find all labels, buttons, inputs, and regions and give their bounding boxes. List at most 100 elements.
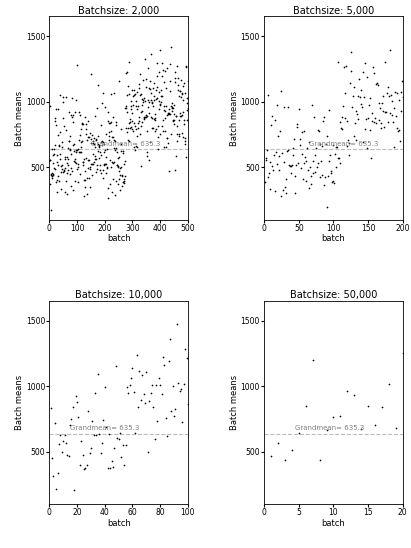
Point [320, 117, 326, 125]
Point [114, 147, 120, 156]
Point [81, 167, 88, 175]
Point [114, 154, 121, 163]
Point [95, 132, 101, 141]
Point [94, 146, 101, 155]
Y-axis label: Batch means: Batch means [15, 90, 24, 146]
Point [86, 449, 93, 458]
Point [70, 140, 76, 149]
Point [141, 113, 148, 122]
Point [52, 140, 59, 149]
Point [296, 134, 303, 143]
Point [103, 168, 109, 177]
Point [128, 374, 134, 383]
Point [70, 140, 77, 149]
Point [136, 117, 143, 125]
Point [126, 136, 132, 145]
Point [277, 127, 284, 135]
Point [89, 139, 96, 148]
Point [267, 157, 274, 166]
Point [130, 101, 136, 110]
Point [79, 161, 86, 169]
Point [74, 165, 80, 174]
Point [369, 62, 376, 71]
Point [62, 164, 69, 173]
Point [138, 108, 145, 117]
Point [118, 140, 125, 149]
Point [74, 177, 81, 186]
Point [119, 177, 126, 186]
Point [383, 108, 390, 117]
Point [99, 438, 105, 447]
Point [81, 465, 87, 474]
Point [125, 136, 132, 145]
Point [166, 87, 173, 95]
Point [132, 429, 139, 438]
Point [139, 370, 145, 379]
Point [128, 109, 135, 117]
Point [365, 402, 372, 411]
Point [159, 66, 166, 75]
Text: Grandmean= 635.3: Grandmean= 635.3 [295, 425, 364, 431]
Point [81, 176, 88, 185]
Point [314, 163, 320, 172]
Point [57, 127, 63, 136]
Point [360, 138, 367, 147]
Point [178, 76, 185, 84]
Point [58, 168, 64, 176]
Point [115, 435, 122, 443]
Point [109, 133, 115, 141]
Point [116, 166, 122, 175]
Point [326, 157, 332, 165]
Point [102, 383, 108, 392]
Point [169, 106, 175, 115]
Point [86, 165, 93, 174]
Point [149, 114, 155, 123]
Point [141, 115, 147, 123]
Point [312, 151, 319, 159]
Point [156, 130, 163, 139]
Point [183, 63, 189, 72]
Point [74, 159, 81, 168]
Point [65, 161, 72, 170]
Point [139, 117, 145, 126]
Point [121, 176, 127, 185]
Point [286, 161, 293, 170]
Point [148, 113, 154, 122]
Point [355, 115, 362, 123]
Point [110, 463, 116, 472]
Point [92, 142, 99, 151]
Point [122, 441, 129, 450]
Point [374, 81, 381, 89]
Point [140, 97, 146, 106]
Point [155, 145, 162, 154]
Point [141, 113, 148, 122]
Point [311, 112, 317, 121]
Point [152, 94, 159, 103]
Point [149, 98, 155, 106]
Point [61, 167, 67, 176]
Point [146, 85, 153, 94]
Point [307, 163, 313, 172]
Point [298, 163, 304, 172]
Point [145, 109, 152, 117]
Point [125, 389, 132, 398]
Point [174, 62, 181, 71]
Point [397, 87, 404, 96]
Point [92, 151, 98, 160]
Point [90, 137, 97, 146]
Point [351, 82, 358, 91]
Point [295, 159, 301, 168]
Point [61, 165, 67, 174]
Point [75, 163, 82, 172]
Point [154, 71, 160, 80]
Point [69, 185, 76, 194]
Point [67, 146, 74, 155]
Point [374, 78, 381, 87]
Point [175, 73, 181, 82]
Point [172, 165, 178, 174]
Point [301, 127, 308, 135]
Point [96, 429, 102, 438]
Point [136, 83, 143, 92]
Point [181, 78, 187, 87]
Point [56, 141, 62, 150]
